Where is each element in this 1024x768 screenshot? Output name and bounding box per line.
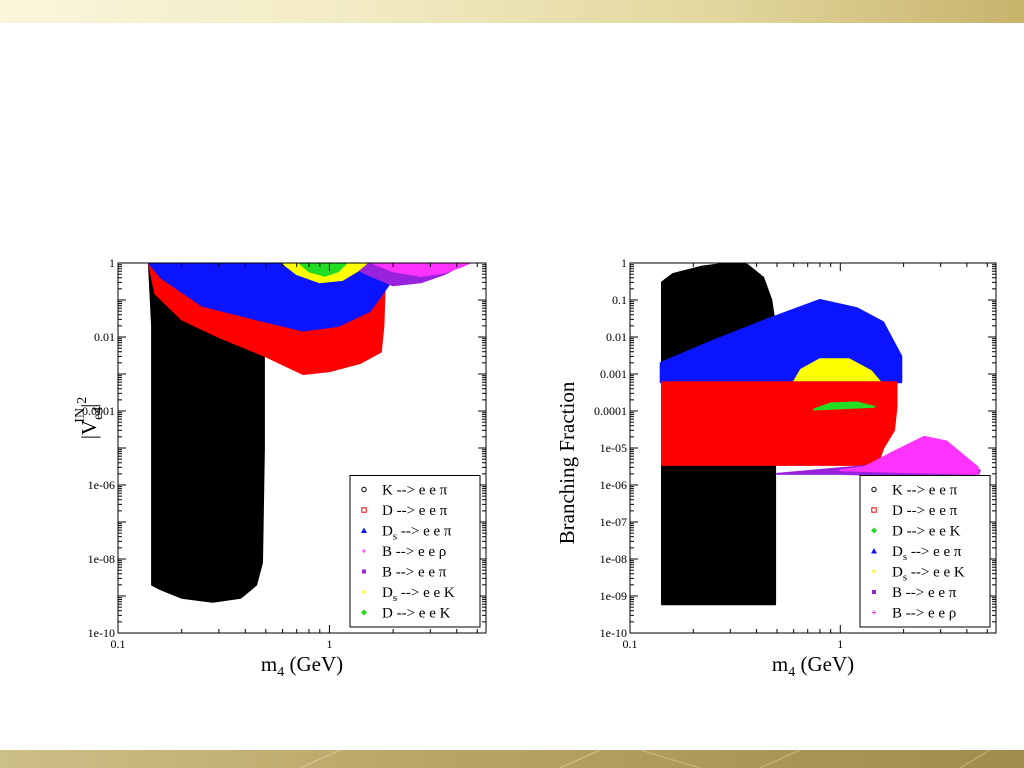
x-tick-label: 0.1 bbox=[623, 637, 638, 651]
legend-label-ds-e-e-pi: Ds --> e e π bbox=[382, 524, 452, 543]
legend-marker-d-e-e-k bbox=[871, 527, 877, 534]
legend-marker-d-e-e-pi bbox=[361, 507, 367, 513]
y-tick-label: 0.01 bbox=[94, 330, 115, 344]
y-tick-label: 1e-09 bbox=[600, 589, 627, 603]
series-region-d-e-e-k bbox=[813, 401, 876, 411]
legend-label-d-e-e-k: D --> e e K bbox=[892, 524, 961, 540]
x-axis-label: m4 (GeV) bbox=[772, 652, 854, 680]
series-group bbox=[659, 263, 981, 606]
legend-label-ds-e-e-k: Ds --> e e K bbox=[892, 565, 965, 584]
y-tick-label: 1e-10 bbox=[600, 626, 627, 640]
legend-marker-b-e-e-pi bbox=[362, 569, 366, 574]
legend-marker-ds-e-e-pi bbox=[361, 527, 367, 533]
legend-label-d-e-e-pi: D --> e e π bbox=[892, 503, 958, 519]
legend-label-k-e-e-pi: K --> e e π bbox=[382, 483, 448, 499]
y-tick-label: 1e-07 bbox=[600, 515, 627, 529]
bottom-bar-streaks bbox=[299, 750, 991, 768]
y-tick-label: 1 bbox=[621, 256, 627, 270]
series-region-k-e-e-pi bbox=[147, 263, 265, 603]
x-axis-label: m4 (GeV) bbox=[261, 652, 343, 680]
x-tick-label: 0.1 bbox=[111, 637, 126, 651]
y-tick-label: 1e-08 bbox=[88, 552, 115, 566]
y-axis-label: Branching Fraction bbox=[555, 381, 579, 544]
legend-marker-d-e-e-k bbox=[361, 609, 367, 616]
legend-label-b-e-e-rho: B --> e e ρ bbox=[892, 606, 956, 622]
series-region-d-e-e-pi bbox=[661, 381, 898, 466]
legend-marker-k-e-e-pi bbox=[871, 486, 877, 493]
series-region-b-e-e-rho bbox=[371, 263, 471, 277]
y-tick-label: 1e-06 bbox=[88, 478, 115, 492]
y-axis-label: |Ve4IN|2 bbox=[73, 397, 106, 440]
legend-marker-ds-e-e-pi bbox=[871, 548, 877, 554]
y-tick-label: 0.1 bbox=[612, 293, 627, 307]
legend-marker-ds-e-e-k bbox=[872, 569, 876, 574]
legend-marker-ds-e-e-k bbox=[362, 590, 366, 594]
legend-label-ds-e-e-k: Ds --> e e K bbox=[382, 585, 455, 604]
bottom-decorative-bar bbox=[0, 750, 1024, 768]
y-tick-label: 1 bbox=[109, 256, 115, 270]
x-tick-label: 1 bbox=[326, 637, 332, 651]
legend-label-b-e-e-pi: B --> e e π bbox=[382, 565, 447, 581]
series-region-b-e-e-rho bbox=[839, 435, 979, 475]
legend-marker-b-e-e-pi bbox=[872, 590, 876, 594]
legend-label-d-e-e-k: D --> e e K bbox=[382, 606, 451, 622]
legend-label-b-e-e-rho: B --> e e ρ bbox=[382, 544, 446, 560]
legend-label-b-e-e-pi: B --> e e π bbox=[892, 585, 957, 601]
y-tick-label: 0.001 bbox=[600, 367, 627, 381]
legend-marker-k-e-e-pi bbox=[361, 486, 367, 493]
legend: K --> e e π D --> e e π D --> e e K Ds --> … bbox=[859, 475, 991, 628]
y-tick-label: 0.01 bbox=[606, 330, 627, 344]
x-tick-label: 1 bbox=[837, 637, 843, 651]
top-decorative-bar bbox=[0, 0, 1024, 23]
legend-marker-b-e-e-rho bbox=[872, 610, 876, 615]
y-tick-label: 1e-06 bbox=[600, 478, 627, 492]
legend: K --> e e πD --> e e πDs --> e e πB --> … bbox=[349, 475, 481, 628]
y-tick-label: 1e-10 bbox=[88, 626, 115, 640]
chart-branching-fraction-vs-mass: 1e-10 1e-09 1e-08 1e-07 1e-06 1e-05 0.0001 0.00… bbox=[555, 256, 997, 680]
y-tick-label: 1e-05 bbox=[600, 441, 627, 455]
legend-marker-d-e-e-pi bbox=[871, 507, 877, 513]
series-region-d-e-e-k bbox=[298, 263, 348, 277]
y-tick-label: 0.0001 bbox=[82, 404, 115, 418]
y-tick-label: 1e-08 bbox=[600, 552, 627, 566]
y-tick-label: 0.0001 bbox=[594, 404, 627, 418]
series-group bbox=[147, 263, 471, 603]
legend-label-ds-e-e-pi: Ds --> e e π bbox=[892, 544, 962, 563]
legend-label-d-e-e-pi: D --> e e π bbox=[382, 503, 448, 519]
legend-label-k-e-e-pi: K --> e e π bbox=[892, 483, 958, 499]
legend-marker-b-e-e-rho bbox=[362, 549, 366, 553]
tick-marks bbox=[629, 262, 996, 634]
